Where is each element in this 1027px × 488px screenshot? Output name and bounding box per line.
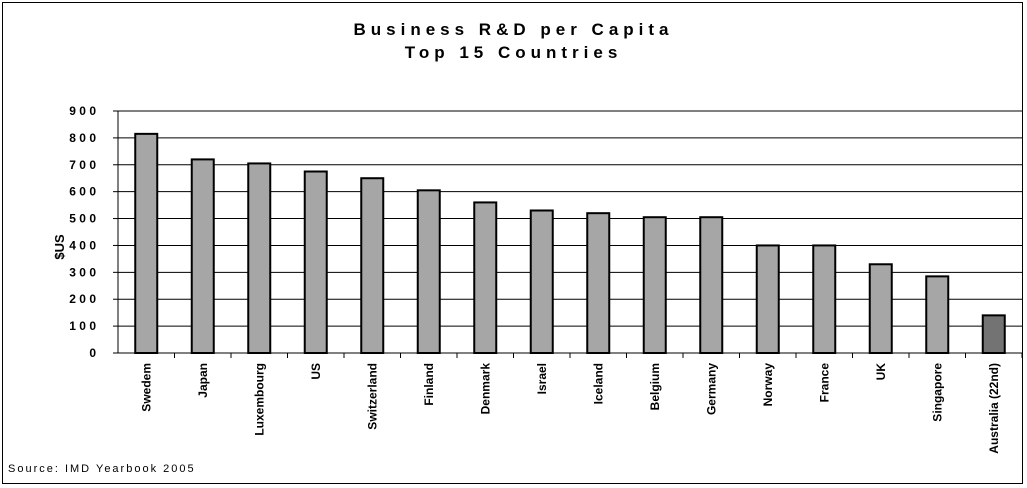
x-tick-label: Australia (22nd) (987, 363, 1001, 454)
x-tick-label: Denmark (478, 363, 492, 415)
bar (360, 177, 385, 354)
bar (925, 275, 950, 354)
x-tick-label: UK (874, 363, 888, 381)
bar (473, 201, 498, 354)
y-axis-label: $US (52, 234, 67, 260)
bar (586, 212, 611, 354)
chart-subtitle: Top 15 Countries (404, 43, 623, 62)
x-tick-label: Japan (196, 363, 210, 398)
bar (416, 189, 441, 354)
bar (190, 158, 215, 354)
bar (134, 132, 159, 354)
bar (868, 263, 893, 354)
x-tick-label: Finland (422, 363, 436, 406)
y-tick-labels: 0 1 0 0 2 0 0 3 0 0 4 0 0 5 0 0 6 0 0 7 0 0 8 0 … (69, 104, 96, 360)
bar (303, 170, 328, 354)
bar (642, 216, 667, 354)
x-tick-label: Germany (704, 363, 718, 415)
x-tick-label: Swedem (139, 363, 153, 412)
x-tick-label: Israel (535, 363, 549, 394)
x-tick-label: US (309, 363, 323, 380)
axes (113, 110, 1023, 358)
x-tick-label: France (817, 363, 831, 403)
bar (529, 209, 554, 354)
bar (755, 244, 780, 354)
y-tick-label: 7 0 0 (69, 158, 96, 172)
y-tick-label: 6 0 0 (69, 185, 96, 199)
y-tick-label: 9 0 0 (69, 104, 96, 118)
bars (134, 132, 1006, 355)
source-note: Source: IMD Yearbook 2005 (8, 463, 196, 475)
bar (699, 216, 724, 354)
y-tick-label: 0 (89, 346, 96, 360)
y-tick-label: 2 0 0 (69, 292, 96, 306)
bar (981, 314, 1006, 355)
x-tick-labels: Swedem Japan Luxembourg US Switzerland Finlan… (139, 363, 1001, 454)
y-tick-label: 3 0 0 (69, 265, 96, 279)
x-tick-label: Switzerland (365, 363, 379, 430)
x-tick-label: Belgium (648, 363, 662, 410)
y-tick-label: 4 0 0 (69, 238, 96, 252)
y-tick-label: 1 0 0 (69, 319, 96, 333)
bar (247, 162, 272, 354)
chart-title: Business R&D per Capita (353, 20, 674, 39)
x-tick-label: Norway (761, 363, 775, 407)
y-tick-label: 8 0 0 (69, 131, 96, 145)
x-tick-label: Luxembourg (252, 363, 266, 436)
x-tick-label: Iceland (591, 363, 605, 404)
bar (812, 244, 837, 354)
y-tick-label: 5 0 0 (69, 212, 96, 226)
x-tick-label: Singapore (930, 363, 944, 422)
